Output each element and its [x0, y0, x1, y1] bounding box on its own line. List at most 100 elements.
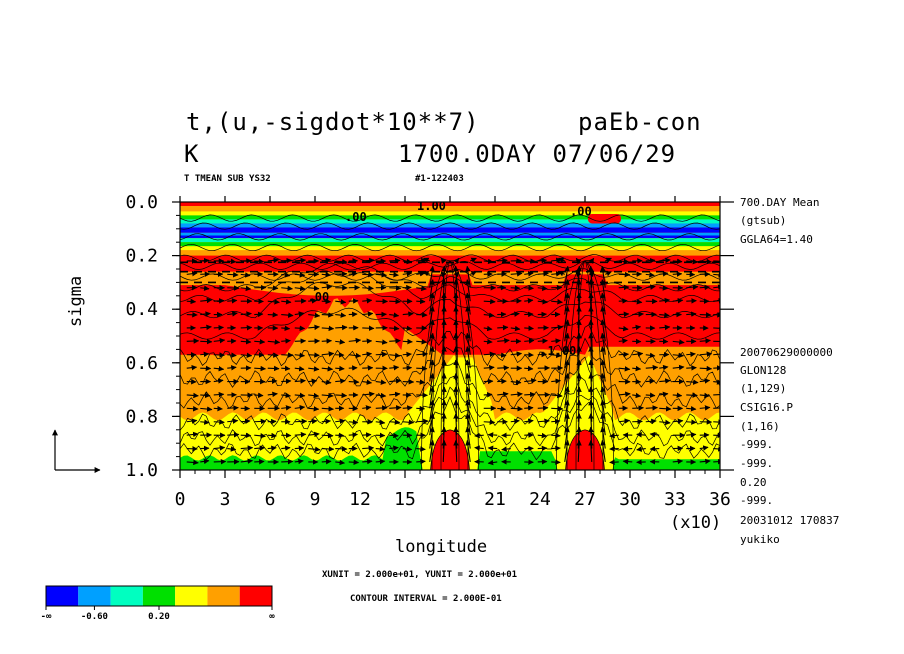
wind-vector — [510, 271, 523, 277]
stratosphere-stripe — [180, 250, 720, 256]
wind-vector — [308, 312, 321, 319]
wind-vector — [416, 257, 427, 264]
wind-vector — [416, 339, 428, 345]
wind-vector — [453, 439, 459, 462]
wind-vector — [659, 312, 670, 318]
wind-vector — [510, 391, 523, 397]
x-tick-label: 33 — [664, 489, 686, 510]
x-multiplier: (x10) — [670, 513, 722, 533]
wind-vector — [659, 419, 671, 426]
contour-line — [180, 324, 720, 367]
wind-vector — [240, 311, 252, 317]
wind-vector — [294, 272, 306, 278]
wind-vector — [699, 458, 711, 465]
colorbar-swatch — [46, 586, 79, 606]
wind-vector — [510, 325, 521, 332]
x-tick-label: 27 — [574, 489, 596, 510]
wind-vector — [308, 406, 320, 412]
wind-vector — [281, 458, 294, 465]
wind-vector — [497, 365, 510, 371]
wind-vector — [686, 298, 697, 304]
wind-vector — [699, 312, 712, 318]
wind-vector — [348, 352, 362, 359]
wind-vector — [186, 418, 198, 424]
wind-vector — [294, 325, 306, 331]
wind-vector — [402, 325, 413, 332]
wind-vector — [267, 432, 277, 439]
wind-vector — [564, 439, 570, 463]
wind-vector — [227, 418, 239, 424]
wind-vector — [510, 311, 520, 317]
wind-vector — [551, 338, 561, 344]
wind-vector — [713, 458, 720, 465]
wind-vector — [618, 366, 631, 372]
wind-vector — [308, 324, 320, 331]
stratosphere-stripe — [180, 215, 720, 220]
wind-vector — [537, 298, 548, 305]
wind-vector — [186, 298, 197, 305]
wind-vector — [576, 439, 582, 462]
colorbar-swatch — [142, 586, 176, 606]
wind-vector — [497, 257, 508, 264]
contour-line — [180, 233, 720, 241]
wind-vector — [335, 446, 348, 452]
wind-vector — [686, 351, 696, 358]
wind-vector — [672, 297, 684, 304]
wind-vector — [659, 297, 671, 304]
wind-vector — [389, 378, 402, 384]
wind-vector — [672, 418, 684, 424]
wind-vector — [375, 351, 388, 358]
wind-vector — [483, 312, 495, 318]
contour-line — [180, 281, 720, 319]
wind-vector — [537, 257, 548, 264]
wind-vector — [537, 338, 548, 344]
wind-vector — [524, 338, 535, 344]
wind-vector — [321, 338, 333, 344]
x-tick-label: 30 — [619, 489, 641, 510]
wind-vector — [416, 379, 426, 385]
stratosphere-stripe — [180, 232, 720, 236]
wind-vector — [240, 418, 251, 425]
wind-vector — [227, 405, 239, 411]
contour-interval-note: CONTOUR INTERVAL = 2.000E-01 — [350, 594, 502, 604]
x-tick-label: 24 — [529, 489, 551, 510]
wind-vector — [281, 299, 292, 305]
wind-vector — [335, 392, 348, 399]
wind-vector — [618, 284, 630, 291]
contour-lines: 1.00 .00 .00 1.00 .00 — [180, 202, 720, 470]
wind-vector — [186, 431, 199, 438]
contour-line — [180, 262, 720, 292]
wind-vector — [321, 392, 334, 399]
wind-vector — [375, 405, 388, 411]
wind-vector — [600, 439, 606, 463]
wind-vector — [622, 458, 633, 465]
wind-vector — [213, 324, 225, 331]
wind-vector — [497, 352, 507, 358]
wind-vector — [321, 351, 335, 357]
wind-vector — [294, 365, 305, 372]
wind-vector — [186, 364, 198, 371]
wind-vector — [294, 338, 307, 344]
wind-vector — [618, 391, 631, 397]
wind-vector — [672, 392, 683, 399]
wind-vector — [281, 445, 291, 451]
contour-line — [180, 386, 720, 447]
wind-vector — [389, 391, 401, 398]
wind-vector — [686, 432, 697, 438]
title-line2-right: 1700.0DAY 07/06/29 — [398, 140, 677, 168]
wind-vector — [470, 257, 477, 263]
wind-vector — [362, 271, 374, 278]
wind-vector — [453, 271, 460, 278]
wind-vector — [389, 312, 400, 318]
wind-vector — [537, 432, 548, 439]
wind-vector — [537, 418, 550, 424]
wind-vector — [375, 446, 386, 452]
wind-vector — [713, 351, 720, 357]
wind-vector — [213, 378, 224, 384]
wind-vector — [487, 445, 498, 452]
subtitle-left: T TMEAN SUB YS32 — [184, 174, 271, 184]
wind-vector — [713, 379, 720, 385]
wind-vector — [294, 404, 306, 411]
info-line-4: 20070629000000 — [740, 346, 833, 359]
wind-vector — [200, 285, 210, 291]
